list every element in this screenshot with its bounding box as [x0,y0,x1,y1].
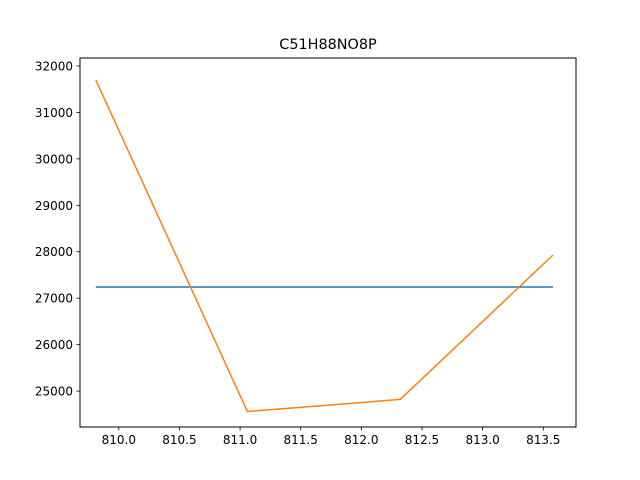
y-tick-label: 31000 [35,106,73,120]
series-layer [95,79,554,413]
x-tick-label: 813.5 [526,433,560,447]
x-axis: 810.0 810.5 811.0 811.5 812.0 812.5 813.0 813.5 [102,427,560,447]
y-tick-label: 26000 [35,338,73,352]
chart-title: C51H88NO8P [279,37,377,53]
x-tick-label: 810.5 [162,433,196,447]
series-line-2 [95,79,554,413]
y-tick-label: 32000 [35,59,73,73]
x-tick-label: 811.5 [284,433,318,447]
x-tick-label: 813.0 [465,433,499,447]
y-tick-label: 27000 [35,292,73,306]
y-axis: 25000 26000 27000 28000 29000 30000 31000 32000 [35,59,80,399]
y-tick-label: 25000 [35,385,73,399]
plot-frame [79,57,577,428]
y-tick-label: 29000 [35,199,73,213]
y-tick-label: 30000 [35,152,73,166]
x-tick-label: 812.5 [405,433,439,447]
y-tick-label: 28000 [35,245,73,259]
x-tick-label: 811.0 [223,433,257,447]
x-tick-label: 810.0 [102,433,136,447]
x-tick-label: 812.0 [344,433,378,447]
